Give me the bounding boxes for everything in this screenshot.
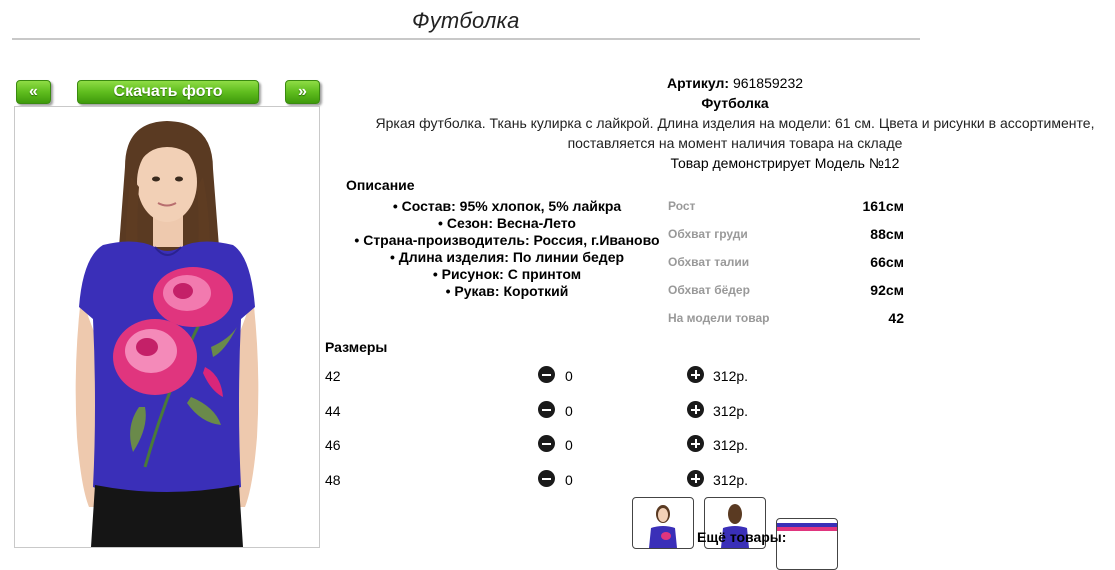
measurement-row-height: Рост 161см	[668, 198, 904, 218]
size-value: 42	[325, 368, 341, 384]
size-value: 44	[325, 403, 341, 419]
measurement-row-hips: Обхват бёдер 92см	[668, 282, 904, 302]
decrease-quantity-icon[interactable]	[538, 470, 555, 487]
thumbnail-image	[649, 505, 677, 548]
increase-quantity-icon[interactable]	[687, 470, 704, 487]
measurement-label: Обхват бёдер	[668, 283, 750, 297]
quantity-value: 0	[565, 368, 573, 384]
next-photo-button[interactable]: »	[285, 80, 320, 104]
measurement-value: 88см	[870, 226, 904, 242]
price-value: 312р.	[713, 403, 749, 419]
price-value: 312р.	[713, 472, 749, 488]
size-row: 42 0 312р.	[325, 366, 765, 386]
property-item: Сезон: Весна-Лето	[322, 215, 692, 232]
more-products-label: Ещё товары:	[697, 529, 787, 545]
measurement-label: Обхват талии	[668, 255, 750, 269]
size-row: 46 0 312р.	[325, 435, 765, 455]
product-description: Яркая футболка. Ткань кулирка с лайкрой.…	[375, 115, 1095, 151]
size-row: 48 0 312р.	[325, 470, 765, 490]
measurement-value: 42	[888, 310, 904, 326]
download-photo-button[interactable]: Скачать фото	[77, 80, 259, 104]
measurement-row-waist: Обхват талии 66см	[668, 254, 904, 274]
size-row: 44 0 312р.	[325, 401, 765, 421]
property-item: Состав: 95% хлопок, 5% лайкра	[322, 198, 692, 215]
price-value: 312р.	[713, 437, 749, 453]
measurement-label: Обхват груди	[668, 227, 748, 241]
measurement-row-chest: Обхват груди 88см	[668, 226, 904, 246]
model-photo-illustration	[15, 107, 319, 547]
measurement-value: 66см	[870, 254, 904, 270]
quantity-value: 0	[565, 437, 573, 453]
product-photo[interactable]	[14, 106, 320, 548]
measurement-label: Рост	[668, 199, 696, 213]
title-divider	[12, 38, 920, 40]
article-label: Артикул:	[666, 75, 730, 91]
size-value: 48	[325, 472, 341, 488]
sizes-title: Размеры	[325, 339, 388, 355]
property-item: Длина изделия: По линии бедер	[322, 249, 692, 266]
increase-quantity-icon[interactable]	[687, 435, 704, 452]
prev-photo-button[interactable]: «	[16, 80, 51, 104]
quantity-value: 0	[565, 403, 573, 419]
price-value: 312р.	[713, 368, 749, 384]
article-value: 961859232	[732, 75, 804, 91]
decrease-quantity-icon[interactable]	[538, 366, 555, 383]
product-name: Футболка	[701, 95, 769, 111]
decrease-quantity-icon[interactable]	[538, 401, 555, 418]
measurement-value: 161см	[862, 198, 904, 214]
photo-thumbnail[interactable]	[632, 497, 694, 549]
property-item: Рисунок: С принтом	[322, 266, 692, 283]
property-item: Рукав: Короткий	[322, 283, 692, 300]
model-line: Товар демонстрирует Модель №12	[670, 155, 900, 171]
size-value: 46	[325, 437, 341, 453]
property-list: Состав: 95% хлопок, 5% лайкра Сезон: Вес…	[322, 198, 692, 300]
decrease-quantity-icon[interactable]	[538, 435, 555, 452]
measurement-label: На модели товар	[668, 311, 770, 325]
property-item: Страна-производитель: Россия, г.Иваново	[322, 232, 692, 249]
increase-quantity-icon[interactable]	[687, 401, 704, 418]
quantity-value: 0	[565, 472, 573, 488]
page-title: Футболка	[412, 8, 520, 33]
thumbnail-image	[777, 523, 837, 531]
measurement-row-size-on-model: На модели товар 42	[668, 310, 904, 330]
article-line: Артикул: 961859232	[510, 75, 960, 91]
description-title: Описание	[346, 177, 415, 193]
measurement-value: 92см	[870, 282, 904, 298]
increase-quantity-icon[interactable]	[687, 366, 704, 383]
